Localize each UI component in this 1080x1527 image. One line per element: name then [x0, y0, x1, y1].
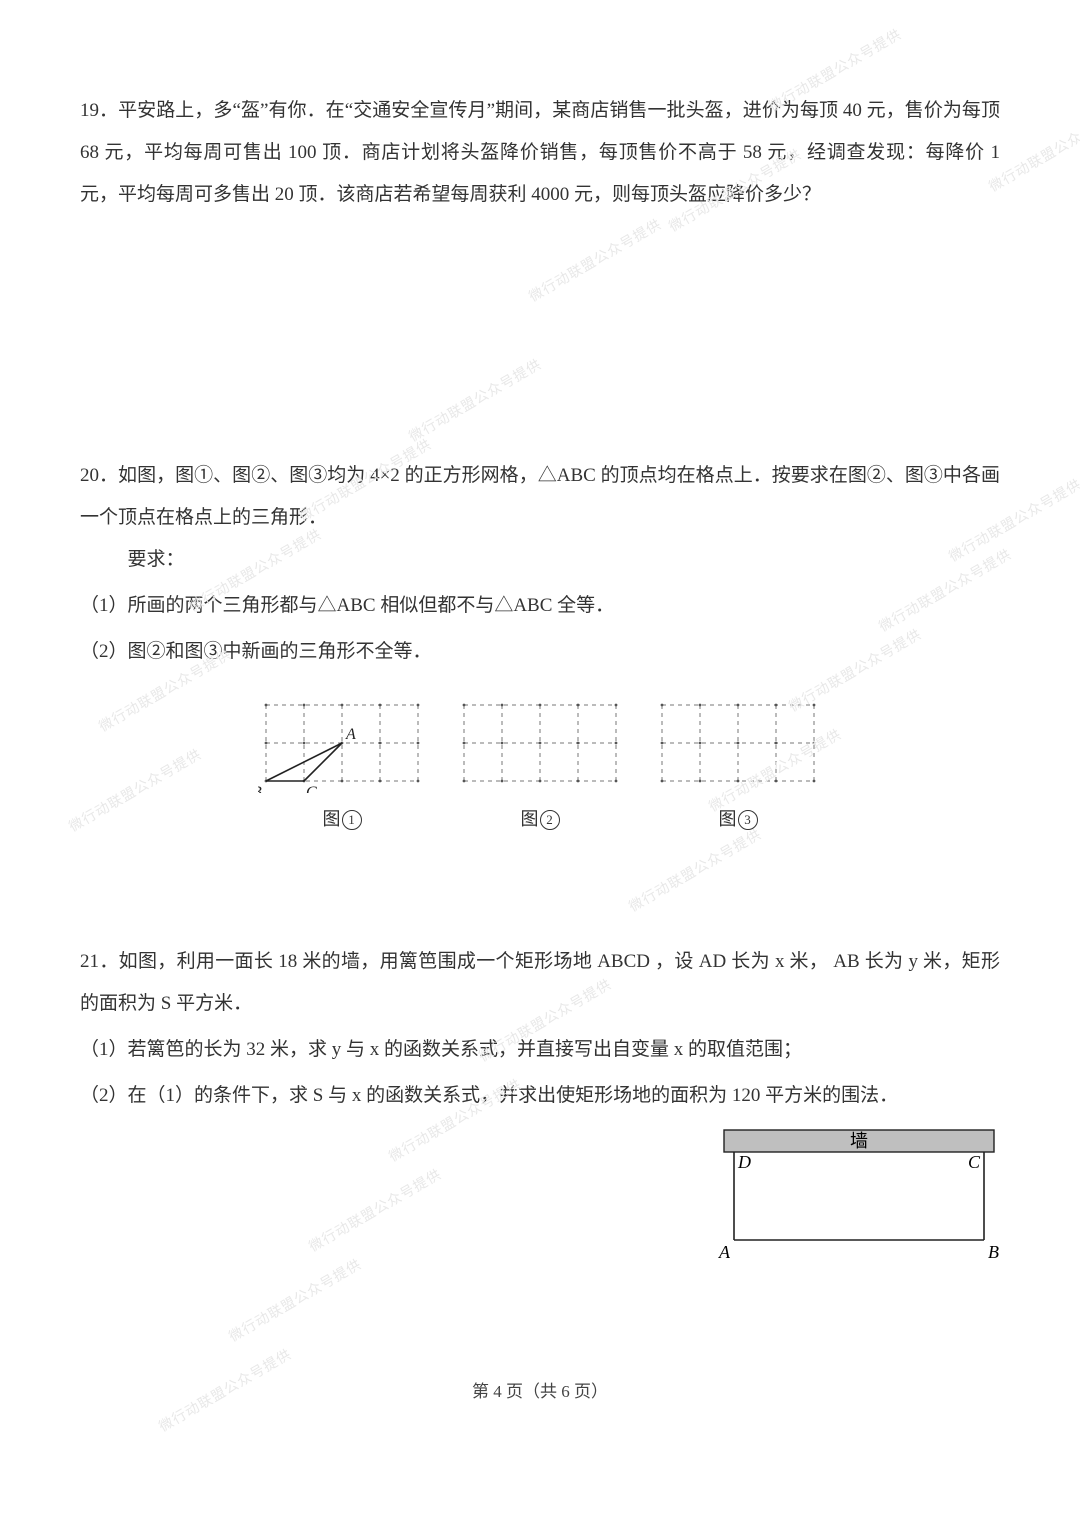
grid-figure-row: A B C 图1 图2 图3 [80, 697, 1000, 841]
svg-text:C: C [306, 784, 317, 793]
wall-figure: 墙 D C A B [718, 1126, 1000, 1282]
grid-label-2: 图2 [521, 800, 560, 840]
question-sub-2: （2）在（1）的条件下，求 S 与 x 的函数关系式，并求出使矩形场地的面积为 … [80, 1075, 1000, 1117]
question-sub-2: （2）图②和图③中新画的三角形不全等． [80, 631, 1000, 673]
question-text: 平安路上，多“盔”有你．在“交通安全宣传月”期间，某商店销售一批头盔，进价为每顶… [80, 100, 1000, 205]
question-intro: 如图，利用一面长 18 米的墙，用篱笆围成一个矩形场地 ABCD ，设 AD 长… [80, 951, 1000, 1014]
question-number: 19． [80, 100, 118, 121]
question-19: 19．平安路上，多“盔”有你．在“交通安全宣传月”期间，某商店销售一批头盔，进价… [80, 90, 1000, 215]
requirement-label: 要求： [80, 539, 1000, 581]
wall-svg: 墙 D C A B [718, 1126, 1000, 1266]
question-sub-1: （1）所画的两个三角形都与△ABC 相似但都不与△ABC 全等． [80, 585, 1000, 627]
svg-text:A: A [718, 1242, 731, 1262]
svg-text:C: C [968, 1152, 981, 1172]
grid-svg-1: A B C [258, 697, 426, 793]
grid-svg-2 [456, 697, 624, 793]
grid-3: 图3 [654, 697, 822, 841]
question-number: 21． [80, 951, 119, 972]
question-21: 21．如图，利用一面长 18 米的墙，用篱笆围成一个矩形场地 ABCD ，设 A… [80, 941, 1000, 1282]
question-sub-1: （1）若篱笆的长为 32 米，求 y 与 x 的函数关系式，并直接写出自变量 x… [80, 1029, 1000, 1071]
question-intro: 如图，图①、图②、图③均为 4×2 的正方形网格，△ABC 的顶点均在格点上．按… [80, 465, 1000, 528]
grid-label-1: 图1 [323, 800, 362, 840]
svg-text:B: B [988, 1242, 999, 1262]
grid-1: A B C 图1 [258, 697, 426, 841]
svg-text:B: B [258, 784, 262, 793]
svg-text:D: D [737, 1152, 751, 1172]
question-20: 20．如图，图①、图②、图③均为 4×2 的正方形网格，△ABC 的顶点均在格点… [80, 455, 1000, 841]
grid-label-3: 图3 [719, 800, 758, 840]
svg-text:墙: 墙 [850, 1131, 868, 1151]
grid-svg-3 [654, 697, 822, 793]
page-footer: 第 4 页（共 6 页） [0, 1377, 1080, 1402]
svg-text:A: A [345, 726, 356, 743]
grid-2: 图2 [456, 697, 624, 841]
question-number: 20． [80, 465, 118, 486]
exam-page: 微行动联盟公众号提供微行动联盟公众号提供微行动联盟公众号提供微行动联盟公众号提供… [0, 0, 1080, 1462]
